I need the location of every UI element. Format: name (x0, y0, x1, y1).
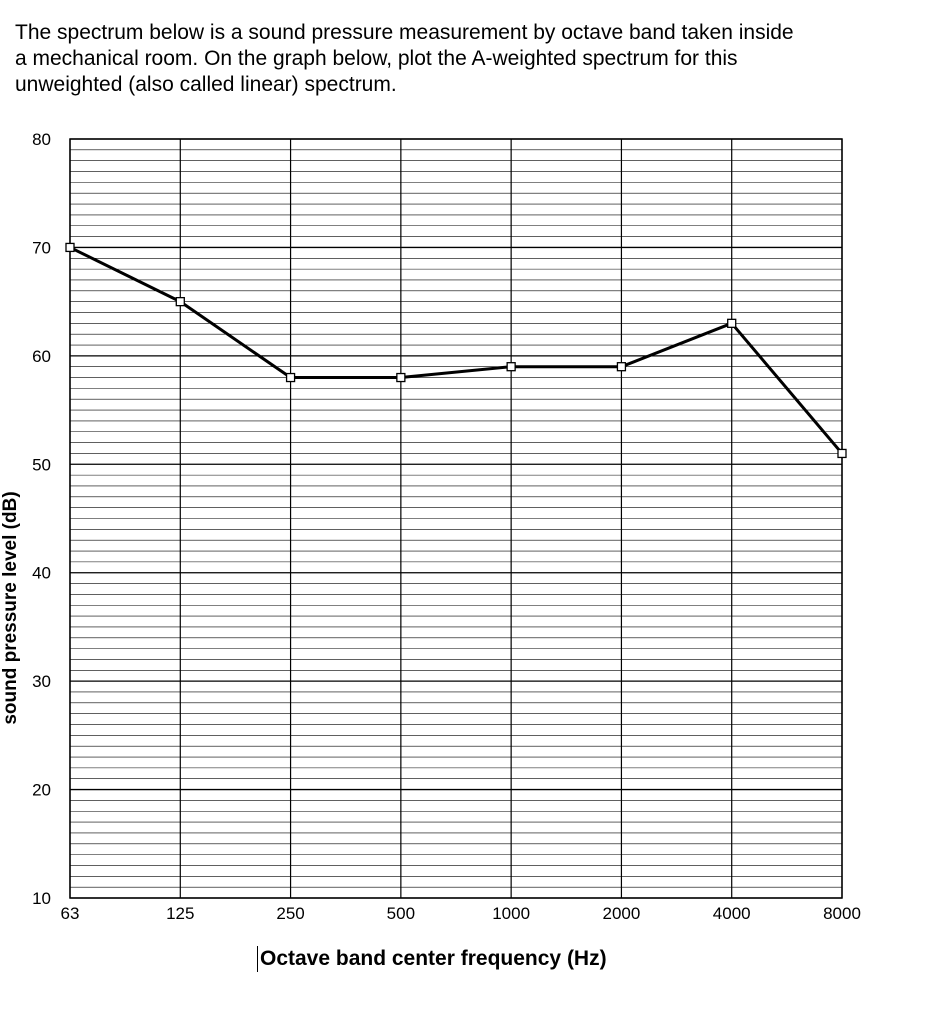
data-point-marker (175, 296, 185, 307)
y-tick-label: 50 (32, 455, 51, 474)
plot-frame (69, 138, 843, 899)
y-tick-label: 20 (32, 781, 51, 800)
data-point-marker (837, 448, 847, 459)
data-point-marker (727, 318, 737, 328)
data-point-marker (396, 372, 406, 383)
y-tick-label: 80 (32, 130, 51, 149)
data-point-marker (65, 242, 75, 253)
series-line (69, 246, 844, 455)
x-axis-label: Octave band center frequency (Hz) (257, 946, 607, 972)
x-tick-labels: 63 125 250 500 1000 2000 4000 8000 (61, 904, 861, 923)
y-tick-label: 30 (32, 672, 51, 691)
question-text: The spectrum below is a sound pressure m… (15, 20, 905, 98)
data-point-marker (506, 362, 516, 372)
y-axis-label: sound pressure level (dB) (0, 491, 21, 725)
x-tick-label: 2000 (603, 904, 641, 923)
minor-gridlines (70, 149, 842, 888)
question-line-3: unweighted (also called linear) spectrum… (15, 73, 397, 96)
y-tick-label: 70 (32, 238, 51, 257)
x-tick-label: 4000 (713, 904, 751, 923)
x-tick-label: 8000 (823, 904, 861, 923)
question-line-1: The spectrum below is a sound pressure m… (15, 21, 794, 44)
x-tick-label: 1000 (492, 904, 530, 923)
spectrum-chart: 10 20 30 40 50 60 70 80 63 125 250 500 1000 2000 4000… (32, 130, 861, 923)
x-tick-label: 63 (61, 904, 80, 923)
series-layer (65, 242, 847, 459)
question-line-2: a mechanical room. On the graph below, p… (15, 47, 738, 70)
y-tick-label: 40 (32, 564, 51, 583)
y-tick-labels: 10 20 30 40 50 60 70 80 (32, 130, 51, 908)
data-point-marker (616, 362, 627, 372)
x-tick-label: 125 (166, 904, 194, 923)
y-tick-label: 10 (32, 889, 51, 908)
x-tick-label: 500 (387, 904, 415, 923)
y-tick-label: 60 (32, 347, 51, 366)
x-tick-label: 250 (276, 904, 304, 923)
data-point-marker (285, 372, 296, 383)
